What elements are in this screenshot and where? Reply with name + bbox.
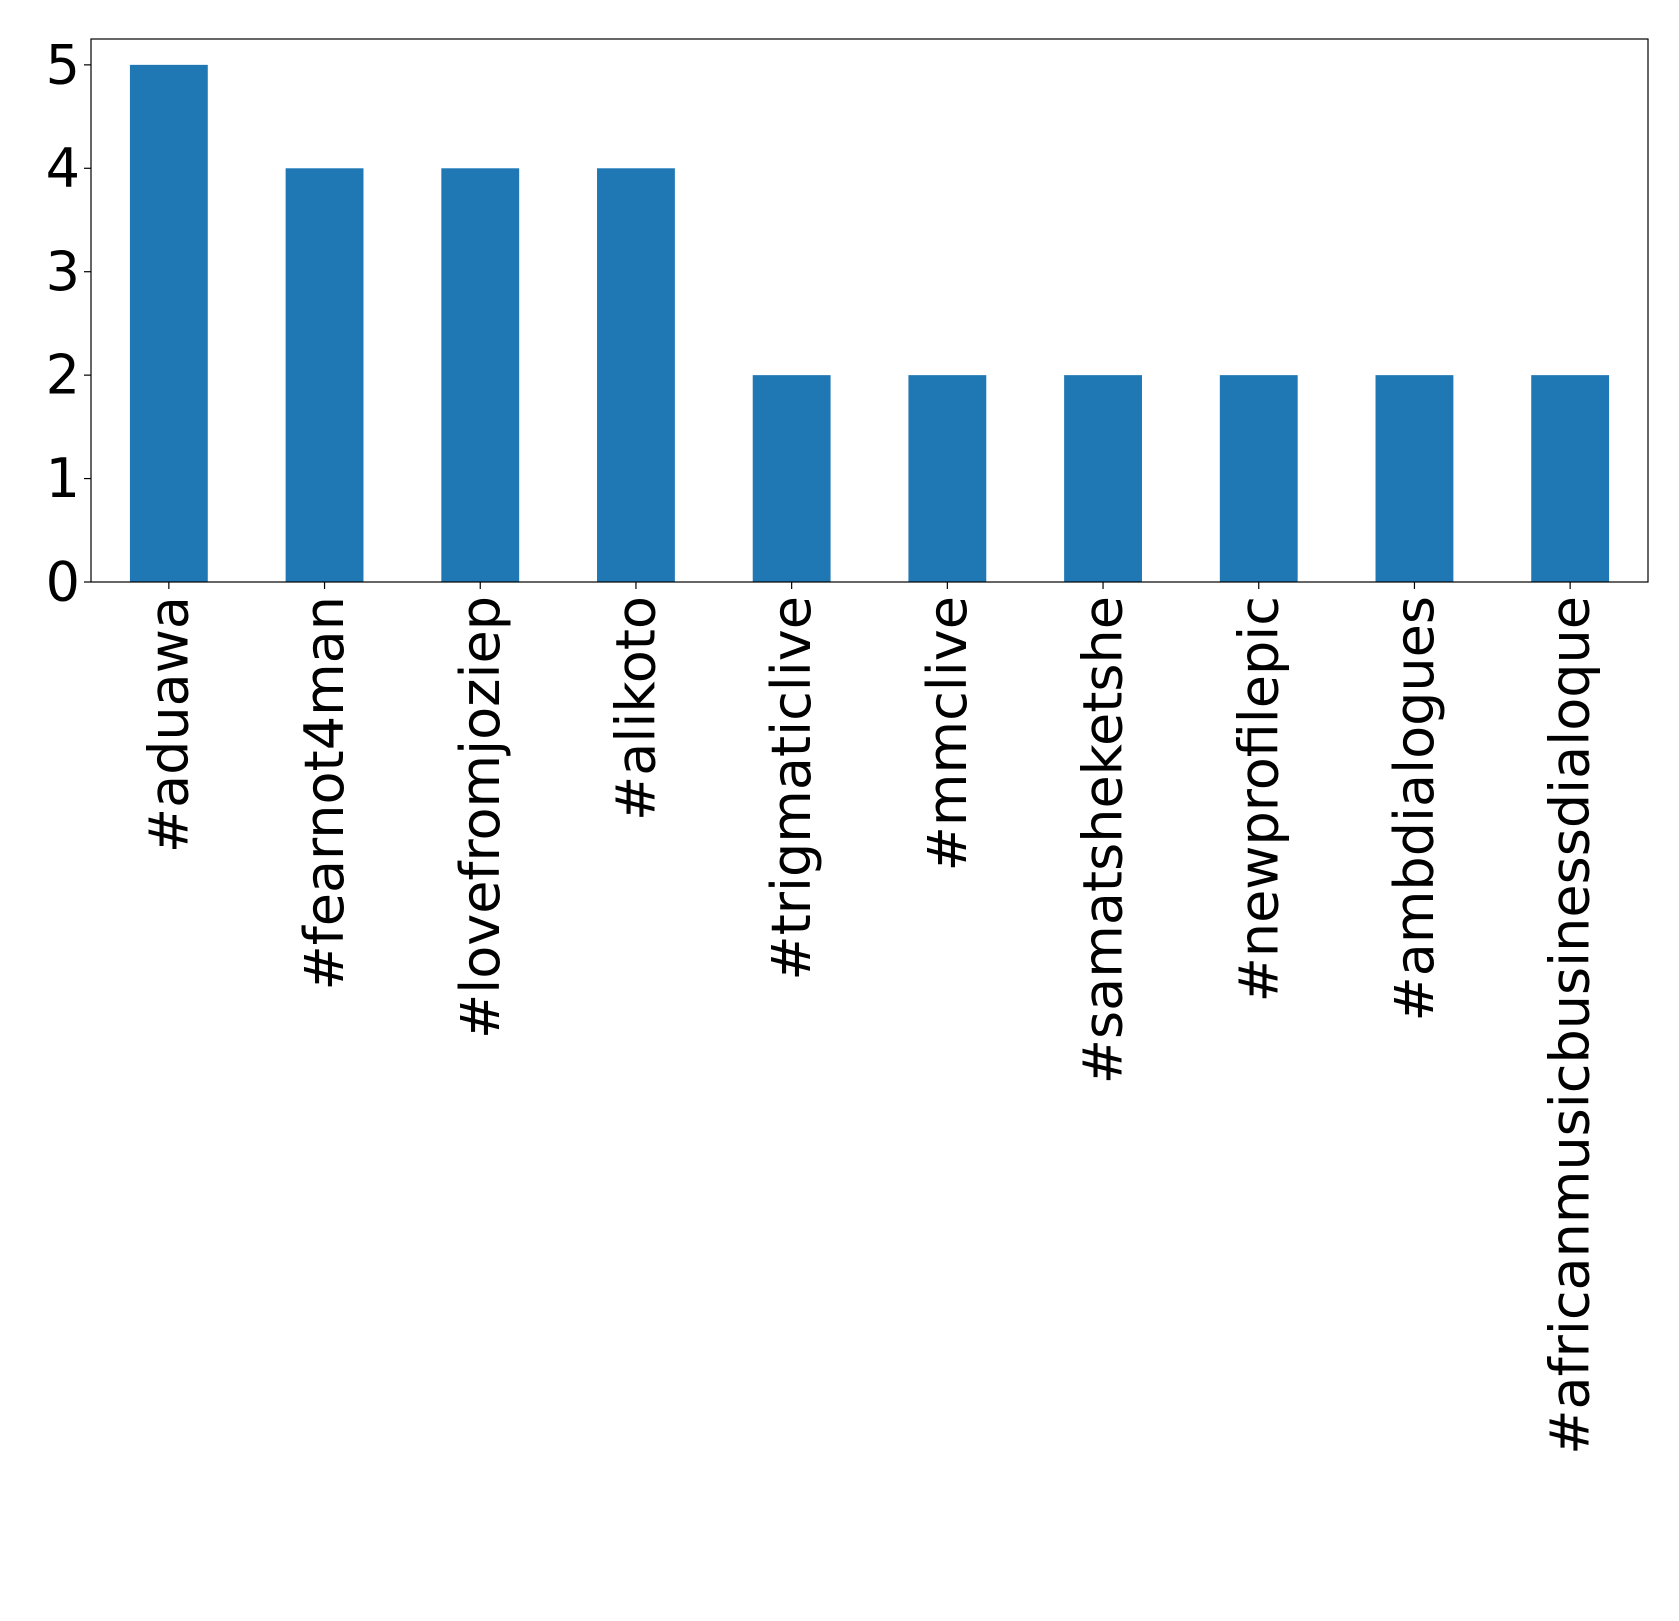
x-tick-label-9: #africanmusicbusinessdialoque [1539,596,1602,1455]
y-tick-label-1: 1 [46,447,80,510]
y-tick-label-5: 5 [46,33,80,96]
x-tick-label-1: #fearnot4man [293,596,356,991]
x-axis: #aduawa #fearnot4man #lovefromjoziep #aliko… [137,582,1602,1455]
x-tick-label-2: #lovefromjoziep [449,596,512,1039]
y-tick-label-4: 4 [46,137,80,200]
bar-9 [1531,375,1610,582]
y-tick-label-3: 3 [46,240,80,303]
y-tick-label-0: 0 [46,551,80,614]
bar-6 [1064,375,1142,582]
bar-8 [1375,375,1454,582]
bar-0 [129,64,208,583]
bar-2 [441,168,520,583]
bar-1 [285,168,364,583]
y-tick-label-2: 2 [46,344,80,407]
x-tick-label-6: #samatsheketshe [1072,596,1135,1084]
plot-frame [90,38,1649,583]
bar-5 [908,375,987,582]
bars-group [129,64,1610,583]
bar-3 [597,168,675,583]
x-tick-label-8: #ambdialogues [1383,596,1446,1022]
x-tick-label-5: #mmclive [916,596,979,871]
bar-4 [752,375,831,582]
bar-7 [1219,375,1298,582]
y-axis: 0 1 2 3 4 5 [46,33,91,614]
x-tick-label-0: #aduawa [137,596,200,853]
x-tick-label-4: #trigmaticlive [760,596,823,981]
x-tick-label-3: #alikoto [604,596,667,821]
x-tick-label-7: #newprofilepic [1227,596,1290,1002]
